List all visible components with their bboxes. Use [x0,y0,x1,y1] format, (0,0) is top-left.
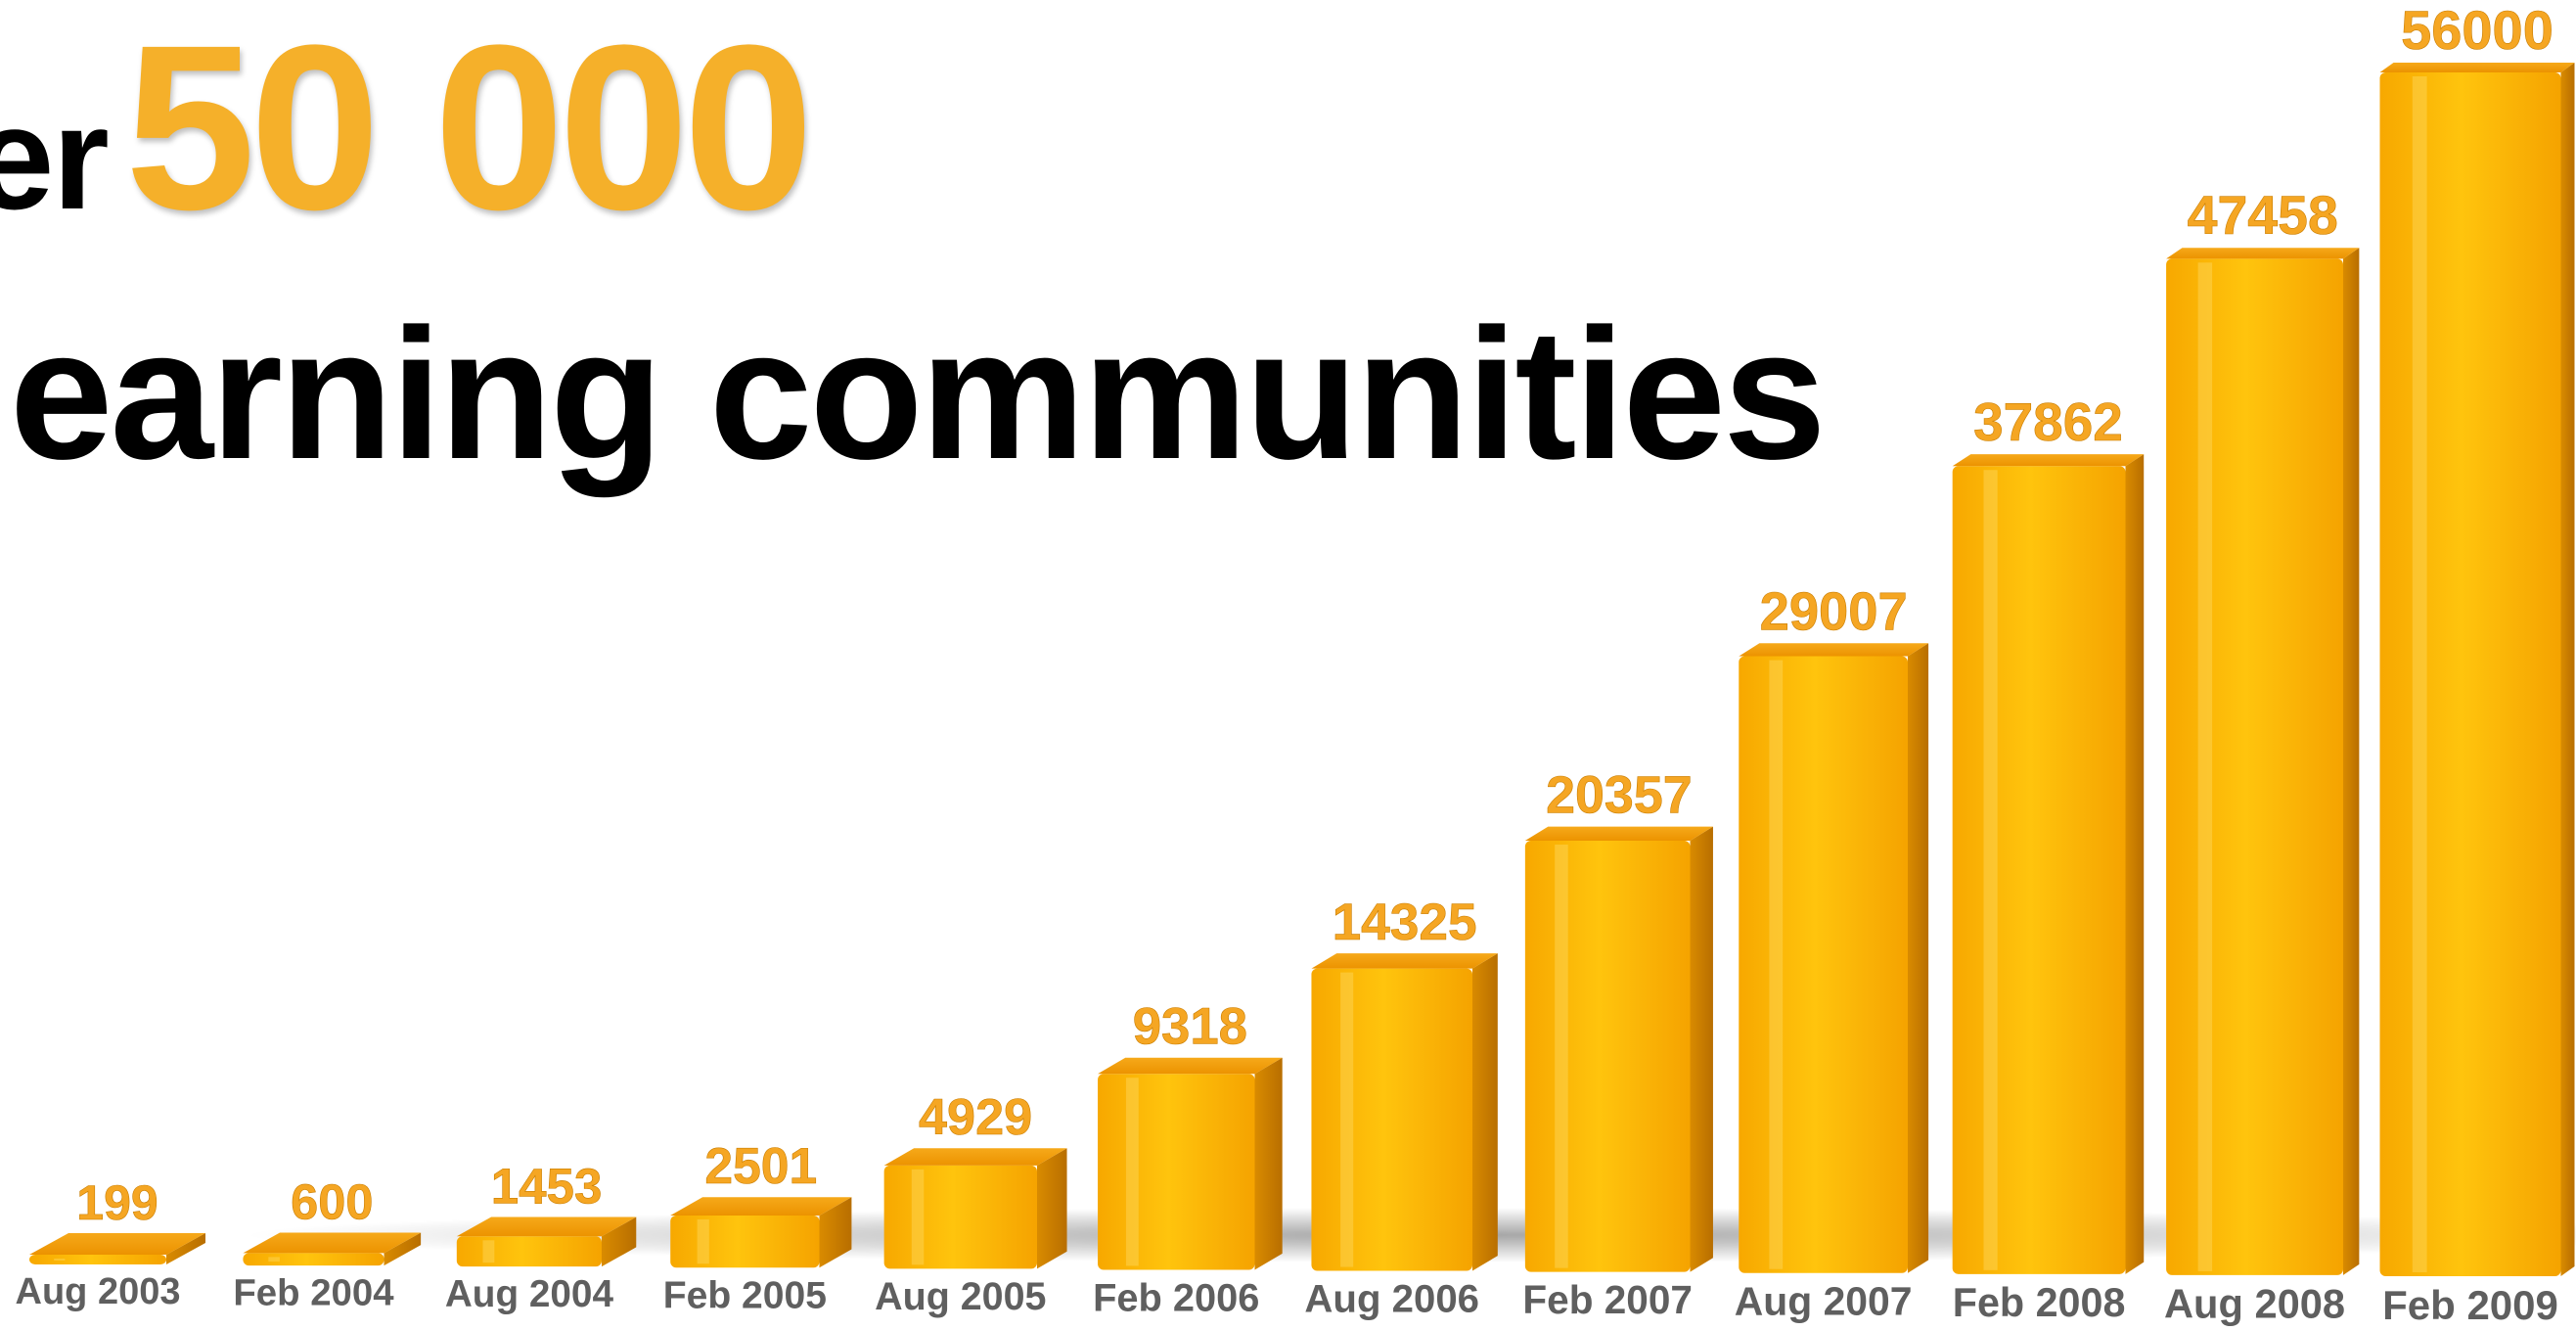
value-label: 14325 [1333,894,1477,951]
bar-aug-2005 [883,1148,1067,1269]
bar-side-face [384,1232,422,1266]
bar-top-face [1524,826,1713,842]
category-label: Aug 2004 [445,1273,614,1315]
bar-top-face [670,1197,852,1216]
category-label: Feb 2009 [2382,1282,2558,1328]
bar-front-face [883,1165,1037,1269]
bar-front-face [670,1215,820,1268]
value-label: 600 [291,1173,373,1229]
category-label: Feb 2008 [1953,1280,2126,1325]
bar-feb-2008 [1952,454,2145,1274]
category-label: Aug 2007 [1735,1279,1913,1324]
bar-highlight [54,1259,66,1261]
bar-highlight [697,1218,709,1264]
category-label: Aug 2006 [1304,1277,1479,1321]
bar-side-face [1908,643,1929,1273]
bar-feb-2007 [1524,826,1713,1272]
bar-aug-2004 [456,1216,637,1267]
bar-highlight [1769,660,1784,1269]
bar-highlight [1125,1078,1139,1266]
value-label: 47458 [2188,185,2338,246]
bar-side-face [1472,953,1498,1271]
bar-top-face [29,1233,205,1255]
bar-side-face [2125,454,2145,1274]
category-label: Feb 2004 [233,1271,394,1313]
chart-title-line1: er50 000 [0,10,814,245]
bar-side-face [602,1216,637,1267]
bar-side-face [2343,248,2360,1275]
bar-top-face [456,1216,637,1237]
bar-highlight [1340,972,1354,1267]
bar-front-face [1952,466,2126,1274]
bar-highlight [2412,76,2427,1272]
bar-front-face [456,1236,602,1267]
chart-title-line2: learning communities [0,291,1827,498]
bar-top-face [1952,454,2145,467]
bar-side-face [1037,1148,1067,1269]
category-label: Feb 2007 [1522,1277,1693,1322]
bar-feb-2005 [670,1197,852,1268]
category-label: Aug 2005 [875,1275,1046,1318]
bar-front-face [29,1255,166,1264]
bar-front-face [1524,841,1691,1272]
value-label: 199 [76,1175,158,1230]
bar-front-face [2379,72,2561,1276]
bar-top-face [883,1148,1067,1166]
value-label: 1453 [491,1158,603,1214]
bar-top-face [1098,1057,1283,1075]
bar-top-face [2379,63,2575,72]
bar-side-face [2560,63,2575,1276]
bar-feb-2009 [2379,63,2575,1276]
value-label: 4929 [919,1089,1032,1146]
value-label: 9318 [1133,998,1247,1056]
category-label: Aug 2003 [16,1271,181,1312]
bar-front-face [1098,1074,1255,1270]
bar-feb-2004 [243,1232,422,1266]
bar-top-face [2166,248,2360,259]
bar-aug-2003 [29,1233,205,1264]
bar-highlight [1555,845,1568,1268]
bar-side-face [1690,826,1713,1272]
bar-highlight [482,1240,495,1263]
title-prefix: er [0,75,110,240]
bar-highlight [2197,262,2213,1271]
value-label: 56000 [2401,0,2553,61]
category-label: Aug 2008 [2164,1281,2345,1327]
title-number: 50 000 [124,0,814,258]
value-label: 2501 [704,1137,817,1194]
bar-side-face [166,1233,205,1264]
bar-aug-2007 [1739,643,1929,1273]
bar-side-face [819,1197,852,1268]
bar-top-face [1311,953,1498,969]
bar-feb-2006 [1098,1057,1283,1270]
value-label: 29007 [1760,581,1908,641]
bars-group [29,63,2575,1276]
bar-front-face [1311,968,1472,1271]
value-label: 20357 [1546,766,1693,825]
bar-front-face [1739,656,1908,1273]
bar-side-face [1254,1057,1283,1270]
bar-top-face [243,1232,422,1254]
bar-front-face [2166,258,2343,1275]
bar-aug-2006 [1311,953,1498,1271]
bar-highlight [268,1257,280,1262]
bar-highlight [911,1169,925,1265]
bar-aug-2008 [2166,248,2360,1275]
bar-top-face [1739,643,1929,657]
bar-highlight [1983,470,1998,1270]
labels-group: 199 Aug 2003 600 Feb 2004 1453 Aug 2004 2501 Fe… [16,0,2558,1328]
value-label: 37862 [1973,391,2123,452]
category-label: Feb 2006 [1093,1276,1259,1319]
bar-front-face [243,1253,384,1266]
category-label: Feb 2005 [663,1274,827,1316]
